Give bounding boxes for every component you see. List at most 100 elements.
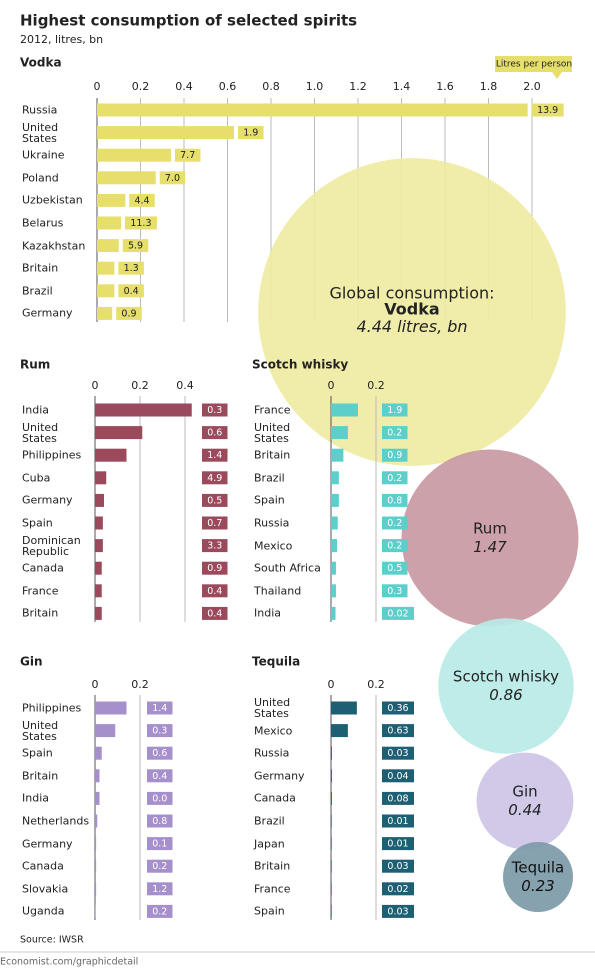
per-person-label: 0.9 — [387, 450, 402, 461]
bar — [95, 791, 100, 805]
x-tick-label: 0.2 — [367, 379, 385, 392]
bar — [95, 516, 103, 530]
per-person-box — [118, 261, 144, 275]
per-person-label: 4.9 — [207, 473, 222, 484]
global-bubble — [476, 752, 574, 850]
bar — [331, 516, 338, 530]
bar — [95, 814, 98, 828]
bar — [97, 103, 528, 117]
bar — [331, 606, 336, 620]
bar — [97, 193, 126, 207]
per-person-label: 0.02 — [387, 884, 408, 895]
x-tick-label: 1.2 — [349, 80, 367, 93]
bar — [95, 426, 143, 440]
bar — [331, 769, 332, 783]
per-person-label: 0.4 — [207, 586, 222, 597]
per-person-label: 0.9 — [121, 308, 136, 319]
bar — [97, 126, 235, 140]
bar — [95, 493, 104, 507]
bar — [331, 859, 332, 873]
per-person-label: 0.1 — [152, 839, 167, 850]
per-person-box — [382, 701, 414, 715]
per-person-label: 13.9 — [537, 105, 558, 116]
source: Source: IWSR — [20, 935, 84, 946]
bubble-value-number: 0.23 — [521, 877, 554, 895]
bubble-value-number: 0.86 — [489, 686, 522, 704]
bar — [95, 904, 96, 918]
per-person-label: 0.9 — [207, 563, 222, 574]
footer-url: Economist.com/graphicdetail — [0, 957, 138, 968]
per-person-box — [147, 904, 173, 918]
bar — [95, 448, 127, 462]
bubble-name: Gin — [512, 783, 537, 801]
per-person-box — [382, 448, 408, 462]
category-label: Russia — [254, 746, 290, 760]
per-person-box — [202, 606, 228, 620]
per-person-label: 7.7 — [180, 150, 195, 161]
category-label: France — [254, 403, 291, 417]
per-person-box — [122, 239, 149, 253]
per-person-label: 0.63 — [387, 726, 408, 737]
panel-title: Scotch whisky — [252, 358, 348, 372]
bubble-value-number: 0.44 — [508, 801, 541, 819]
bar — [97, 148, 171, 162]
per-person-label: 0.03 — [387, 748, 408, 759]
category-label: Spain — [254, 493, 285, 507]
per-person-label: 0.6 — [207, 428, 222, 439]
legend-box — [495, 56, 572, 79]
bar — [95, 539, 103, 553]
x-tick-label: 1.8 — [480, 80, 498, 93]
per-person-label: 0.2 — [387, 473, 402, 484]
category-label: Britain — [254, 859, 291, 873]
category-label: Spain — [22, 516, 53, 530]
per-person-box — [147, 724, 173, 738]
per-person-box — [124, 216, 157, 230]
category-label: Uganda — [22, 904, 65, 918]
bar — [97, 306, 113, 320]
bubble-name: Scotch whisky — [453, 668, 559, 686]
per-person-box — [382, 516, 408, 530]
subtitle: 2012, litres, bn — [20, 33, 103, 46]
global-bubble — [258, 158, 566, 466]
x-tick-label: 0 — [94, 80, 101, 93]
x-tick-label: 0.8 — [262, 80, 280, 93]
bar — [331, 746, 332, 760]
per-person-label: 0.03 — [387, 906, 408, 917]
panel-title: Vodka — [20, 56, 62, 70]
bar — [95, 606, 102, 620]
bar — [95, 403, 192, 417]
bar — [95, 584, 102, 598]
x-tick-label: 0 — [328, 678, 335, 691]
per-person-box — [147, 814, 173, 828]
category-label: Brazil — [254, 814, 285, 828]
bar — [95, 724, 116, 738]
per-person-box — [382, 746, 414, 760]
per-person-box — [382, 584, 408, 598]
per-person-label: 0.2 — [387, 518, 402, 529]
per-person-label: 1.2 — [152, 884, 167, 895]
bar — [331, 471, 339, 485]
per-person-label: 0.5 — [207, 495, 222, 506]
per-person-box — [238, 126, 264, 140]
bubble-value-number: 4.44 — [356, 317, 392, 336]
category-label: Mexico — [254, 539, 293, 553]
category-label: Canada — [22, 561, 64, 575]
category-label: Kazakhstan — [22, 239, 86, 253]
x-tick-label: 1.4 — [393, 80, 411, 93]
per-person-label: 0.36 — [387, 703, 408, 714]
category-label: Slovakia — [22, 882, 69, 896]
category-label: Britain — [22, 769, 59, 783]
panel-title: Gin — [20, 655, 43, 669]
bar — [331, 837, 332, 851]
category-label: United States — [254, 696, 291, 720]
per-person-box — [382, 493, 408, 507]
per-person-label: 11.3 — [130, 218, 151, 229]
category-label: Canada — [254, 791, 296, 805]
bubble-value: 0.86 — [489, 686, 522, 704]
per-person-label: 0.2 — [387, 428, 402, 439]
per-person-box — [202, 584, 228, 598]
category-label: Brazil — [254, 471, 285, 485]
per-person-label: 0.2 — [387, 541, 402, 552]
per-person-box — [382, 791, 414, 805]
